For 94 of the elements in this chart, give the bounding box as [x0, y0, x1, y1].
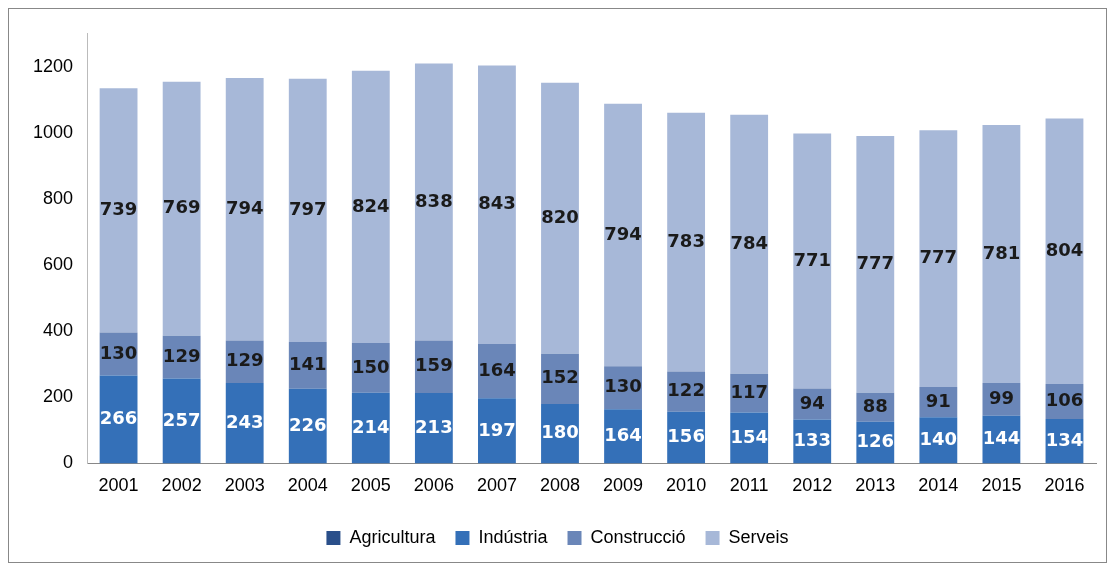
data-label: 820 [541, 205, 579, 227]
bar [162, 378, 201, 464]
legend-label: Serveis [728, 526, 789, 547]
y-tick-label: 1200 [33, 55, 74, 76]
bar [856, 135, 895, 393]
legend-label: Indústria [478, 526, 549, 547]
x-tick-label: 2014 [918, 475, 959, 496]
x-tick-label: 2016 [1044, 475, 1085, 496]
bar [99, 88, 138, 333]
data-label: 106 [1045, 389, 1084, 411]
x-tick-label: 2009 [603, 475, 644, 496]
x-tick-label: 2001 [98, 475, 139, 496]
data-label: 122 [667, 379, 705, 401]
y-tick-label: 600 [43, 254, 74, 275]
bar [162, 81, 201, 336]
x-tick-label: 2010 [666, 475, 707, 496]
data-label: 266 [99, 407, 138, 429]
data-label: 794 [604, 222, 642, 244]
data-label: 88 [862, 394, 888, 416]
data-label: 117 [730, 380, 768, 402]
data-label: 91 [925, 389, 951, 411]
data-label: 150 [352, 355, 390, 377]
data-label: 777 [919, 246, 958, 268]
data-label: 784 [730, 231, 768, 253]
data-label: 739 [99, 198, 138, 220]
data-label: 134 [1045, 428, 1084, 450]
bar [414, 393, 453, 464]
data-label: 243 [225, 410, 264, 432]
data-label: 129 [225, 349, 264, 371]
data-label: 144 [982, 427, 1021, 449]
x-tick-label: 2006 [413, 475, 454, 496]
data-label: 214 [352, 415, 390, 437]
data-label: 164 [478, 358, 516, 380]
x-tick-label: 2003 [224, 475, 265, 496]
data-label: 257 [162, 408, 201, 430]
x-tick-label: 2011 [729, 475, 769, 496]
data-label: 140 [919, 427, 958, 449]
x-tick-label: 2015 [981, 475, 1022, 496]
bar [225, 383, 264, 464]
data-label: 152 [541, 366, 579, 388]
bar [478, 65, 516, 345]
data-label: 824 [352, 194, 390, 216]
data-label: 130 [99, 341, 138, 363]
y-tick-label: 800 [43, 188, 74, 208]
data-label: 156 [667, 425, 705, 447]
data-label: 843 [478, 192, 516, 214]
data-label: 226 [288, 413, 327, 435]
legend-label: Agricultura [349, 526, 437, 547]
y-tick-label: 400 [43, 320, 74, 341]
x-tick-label: 2005 [350, 475, 391, 496]
y-tick-label: 0 [63, 452, 74, 473]
data-label: 769 [162, 196, 201, 218]
data-label: 213 [415, 415, 453, 437]
data-label: 130 [604, 375, 642, 397]
bar [351, 70, 390, 344]
bar [414, 63, 453, 341]
data-label: 99 [988, 387, 1014, 409]
x-tick-label: 2008 [539, 475, 581, 496]
data-label: 126 [856, 430, 895, 452]
data-label: 133 [793, 429, 832, 451]
data-label: 797 [288, 198, 327, 220]
data-label: 794 [225, 196, 264, 218]
data-label: 197 [478, 418, 516, 440]
bar [730, 114, 769, 374]
data-label: 94 [799, 391, 825, 413]
x-tick-label: 2012 [792, 475, 833, 496]
x-tick-label: 2007 [476, 475, 517, 496]
bar [793, 133, 832, 389]
data-label: 141 [288, 353, 327, 375]
legend-label: Construcció [590, 526, 686, 547]
y-tick-label: 1000 [33, 121, 74, 142]
bar [604, 103, 642, 367]
x-tick-label: 2002 [161, 475, 202, 496]
data-label: 154 [730, 425, 768, 447]
bar [919, 130, 958, 388]
data-label: 771 [793, 248, 832, 270]
bar [667, 112, 706, 372]
x-tick-label: 2013 [855, 475, 896, 496]
bar [982, 125, 1021, 384]
data-label: 129 [162, 344, 201, 366]
data-label: 180 [541, 421, 579, 443]
data-label: 777 [856, 251, 895, 273]
data-label: 781 [982, 241, 1021, 263]
bar [541, 82, 579, 354]
bar [288, 78, 327, 343]
y-tick-label: 200 [43, 386, 74, 407]
data-label: 783 [667, 229, 705, 251]
data-label: 164 [604, 423, 642, 445]
data-label: 838 [415, 189, 453, 211]
x-tick-label: 2004 [287, 475, 328, 496]
data-label: 804 [1045, 238, 1084, 260]
bar [225, 78, 264, 341]
data-label: 159 [415, 354, 453, 376]
bar [1045, 118, 1084, 385]
